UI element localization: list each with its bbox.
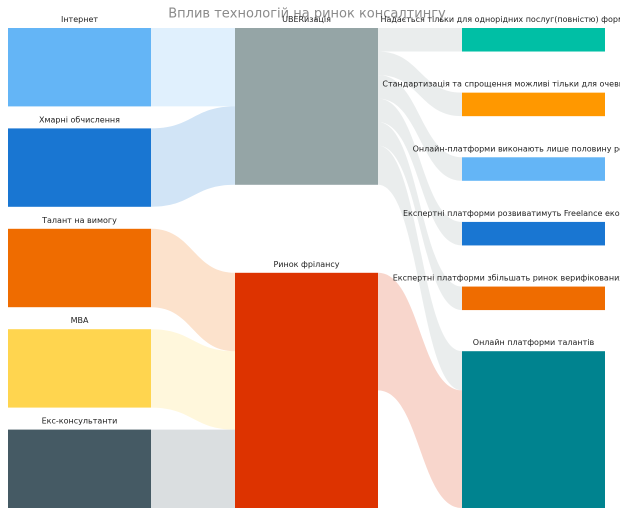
link xyxy=(378,28,462,52)
link xyxy=(378,272,462,508)
node xyxy=(462,92,605,117)
node xyxy=(235,28,378,185)
link xyxy=(151,106,235,207)
node xyxy=(462,286,605,311)
node-label: Ринок фрілансу xyxy=(273,260,339,269)
node xyxy=(8,228,151,308)
links xyxy=(151,28,462,508)
node-label: Стандартизація та спрощення можливі тіль… xyxy=(382,80,620,89)
node xyxy=(8,329,151,408)
node xyxy=(462,28,605,52)
node-label: Надається тільки для однорідних послуг(п… xyxy=(380,15,620,24)
node-label: Інтернет xyxy=(61,15,98,24)
link xyxy=(151,429,235,508)
node-label: Експертні платформи збільшать ринок вери… xyxy=(393,274,620,283)
node-label: UBERизація xyxy=(282,15,331,24)
node xyxy=(8,128,151,207)
link xyxy=(151,329,235,430)
link xyxy=(378,98,462,246)
node xyxy=(462,351,605,508)
link xyxy=(378,122,462,311)
chart-title: Вплив технологій на ринок консалтингу xyxy=(168,7,446,22)
node xyxy=(462,157,605,181)
link xyxy=(378,75,462,181)
node-label: Онлайн-платформи виконають лише половину… xyxy=(413,144,620,153)
node xyxy=(8,429,151,508)
node-label: Онлайн платформи талантів xyxy=(473,338,595,347)
node-label: Талант на вимогу xyxy=(41,216,117,225)
link xyxy=(151,228,235,352)
link xyxy=(151,28,235,107)
link xyxy=(378,145,462,391)
node-label: Експертні платформи розвиватимуть Freela… xyxy=(403,209,620,218)
node-label: Хмарні обчислення xyxy=(39,115,120,124)
node xyxy=(235,272,378,508)
node xyxy=(462,221,605,246)
node-label: МВА xyxy=(71,316,89,325)
node xyxy=(8,28,151,107)
node-label: Екс-консультанти xyxy=(42,417,118,426)
link xyxy=(378,51,462,117)
